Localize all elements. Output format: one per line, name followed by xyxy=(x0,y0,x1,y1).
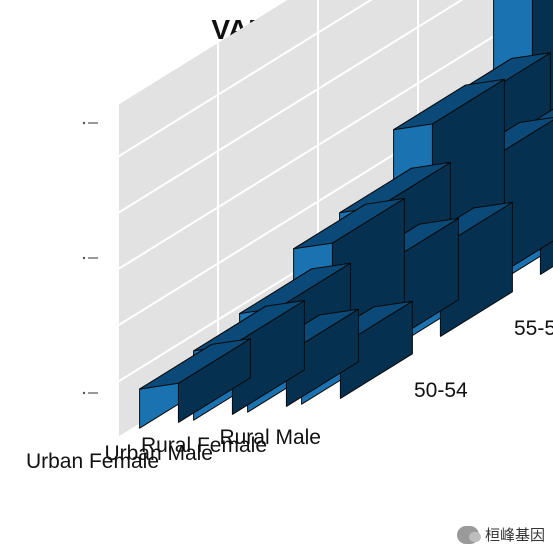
watermark-text: 桓峰基因 xyxy=(484,526,545,544)
column-label-rural-male: Rural Male xyxy=(219,426,321,449)
column-label-urban-male: Urban Male xyxy=(104,442,213,465)
column-label-rural-female: Rural Female xyxy=(141,434,267,457)
bar-urban-male-55-59-top xyxy=(293,197,405,250)
column-label-urban-female: Urban Female xyxy=(26,450,159,473)
z-axis-tick-dot xyxy=(82,121,86,125)
z-axis-tick-dot xyxy=(82,391,86,395)
gridline-side xyxy=(117,0,464,214)
wechat-icon xyxy=(456,525,481,544)
gridline-side xyxy=(117,0,373,158)
bar-urban-male-60-64-top xyxy=(393,78,505,131)
z-axis-tick-dot xyxy=(82,256,86,260)
bar-urban-female-50-54-top xyxy=(139,338,251,390)
watermark: 桓峰基因 xyxy=(456,524,545,545)
row-label-50-54: 50-54 xyxy=(414,379,468,402)
row-label-55-59: 55-59 xyxy=(514,317,553,340)
